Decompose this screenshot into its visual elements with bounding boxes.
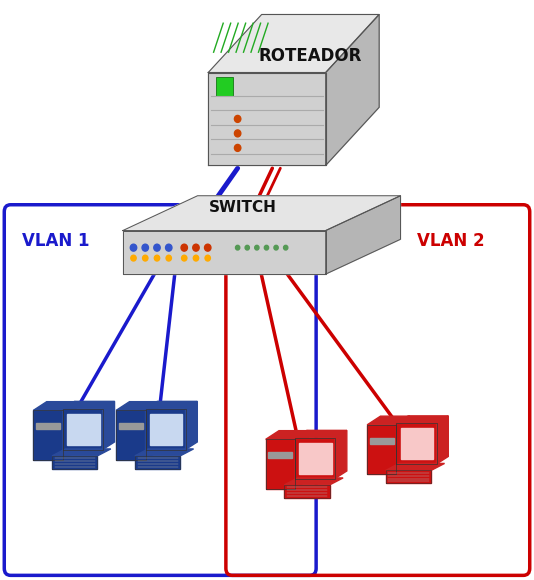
Text: ROTEADOR: ROTEADOR [258,47,362,65]
Polygon shape [33,401,76,411]
Circle shape [234,130,241,137]
Circle shape [234,115,241,122]
Circle shape [154,244,160,251]
Polygon shape [135,456,180,469]
Polygon shape [326,196,400,274]
Polygon shape [396,416,449,423]
Circle shape [284,245,288,250]
Circle shape [154,255,160,261]
Polygon shape [437,416,449,464]
Circle shape [264,245,269,250]
Polygon shape [52,456,98,469]
Polygon shape [295,430,347,438]
Polygon shape [135,449,193,456]
Circle shape [235,245,240,250]
Circle shape [205,244,211,251]
Text: VLAN 1: VLAN 1 [22,233,90,251]
Polygon shape [284,478,343,485]
Polygon shape [268,452,292,458]
Polygon shape [299,443,332,474]
Polygon shape [63,401,76,459]
Circle shape [182,255,187,261]
Polygon shape [265,430,308,440]
Polygon shape [370,438,394,444]
Polygon shape [265,440,295,488]
Circle shape [205,255,210,261]
Polygon shape [63,401,114,409]
Circle shape [193,255,199,261]
Polygon shape [396,416,410,474]
Polygon shape [123,231,326,274]
Polygon shape [284,485,329,498]
Circle shape [181,244,187,251]
Polygon shape [208,72,326,165]
Polygon shape [52,449,111,456]
Polygon shape [145,401,198,409]
Polygon shape [145,401,159,459]
Polygon shape [103,401,114,450]
Polygon shape [335,430,347,478]
Circle shape [131,255,136,261]
Circle shape [143,255,148,261]
Polygon shape [216,77,233,96]
Circle shape [245,245,249,250]
Polygon shape [116,411,145,459]
Polygon shape [295,430,308,488]
Polygon shape [63,409,103,450]
Polygon shape [119,423,143,429]
Polygon shape [208,14,379,72]
Polygon shape [326,14,379,165]
Circle shape [255,245,259,250]
Polygon shape [367,416,410,425]
Polygon shape [145,409,186,450]
Polygon shape [295,438,335,478]
Polygon shape [150,414,182,445]
Circle shape [166,255,171,261]
Polygon shape [400,428,434,459]
Polygon shape [36,423,60,429]
Circle shape [142,244,148,251]
Circle shape [193,244,199,251]
Polygon shape [186,401,198,450]
Polygon shape [386,463,444,470]
Polygon shape [67,414,99,445]
Circle shape [234,144,241,151]
Circle shape [274,245,278,250]
Circle shape [166,244,172,251]
Polygon shape [386,470,431,483]
Polygon shape [33,411,63,459]
Polygon shape [123,196,400,231]
Text: VLAN 2: VLAN 2 [417,233,484,251]
Circle shape [130,244,137,251]
Polygon shape [367,425,396,474]
Text: SWITCH: SWITCH [209,200,277,215]
Polygon shape [116,401,159,411]
Polygon shape [396,423,437,464]
